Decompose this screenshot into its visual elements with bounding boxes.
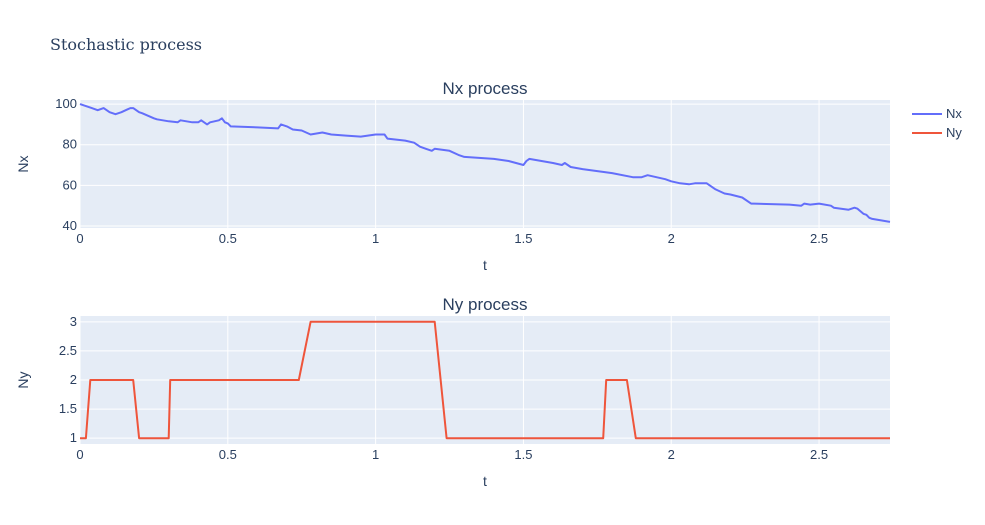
x-tick-label: 2.5 — [810, 447, 828, 462]
legend-item-nx[interactable]: Nx — [912, 106, 962, 121]
x-tick-label: 2 — [668, 447, 675, 462]
y-tick-label: 2.5 — [59, 343, 77, 358]
y-tick-label: 60 — [63, 177, 77, 192]
y-tick-label: 80 — [63, 137, 77, 152]
x-tick-label: 0 — [76, 231, 83, 246]
x-tick-label: 1 — [372, 231, 379, 246]
subplot-title: Ny process — [442, 295, 527, 314]
x-tick-label: 2 — [668, 231, 675, 246]
y-tick-label: 40 — [63, 218, 77, 233]
legend[interactable]: Nx Ny — [912, 106, 962, 140]
plot-background — [80, 100, 890, 228]
y-tick-label: 3 — [70, 314, 77, 329]
subplot-1: 0 0.5 1 1.5 2 2.5 40 60 80 100 Nx process t Nx — [15, 79, 891, 273]
x-tick-label: 0.5 — [219, 231, 237, 246]
series-line-ny — [80, 320, 890, 440]
y-axis-label: Nx — [15, 155, 31, 172]
y-axis-label: Ny — [15, 371, 31, 388]
x-axis-label: t — [483, 257, 487, 273]
x-tick-label: 2.5 — [810, 231, 828, 246]
subplot-title: Nx process — [442, 79, 527, 98]
x-tick-label: 1.5 — [514, 231, 532, 246]
x-tick-label: 1.5 — [514, 447, 532, 462]
figure-title: Stochastic process — [50, 35, 203, 54]
series-line-nx — [79, 103, 891, 223]
x-axis-label: t — [483, 473, 487, 489]
y-tick-label: 100 — [55, 96, 77, 111]
x-tick-label: 1 — [372, 447, 379, 462]
subplot-2: 0 0.5 1 1.5 2 2.5 1 1.5 2 2.5 3 Ny process t Ny — [15, 295, 890, 489]
legend-label: Ny — [946, 125, 962, 140]
y-tick-label: 2 — [70, 372, 77, 387]
legend-label: Nx — [946, 106, 962, 121]
legend-item-ny[interactable]: Ny — [912, 125, 962, 140]
x-tick-label: 0 — [76, 447, 83, 462]
y-tick-label: 1 — [70, 430, 77, 445]
x-tick-label: 0.5 — [219, 447, 237, 462]
y-tick-label: 1.5 — [59, 401, 77, 416]
